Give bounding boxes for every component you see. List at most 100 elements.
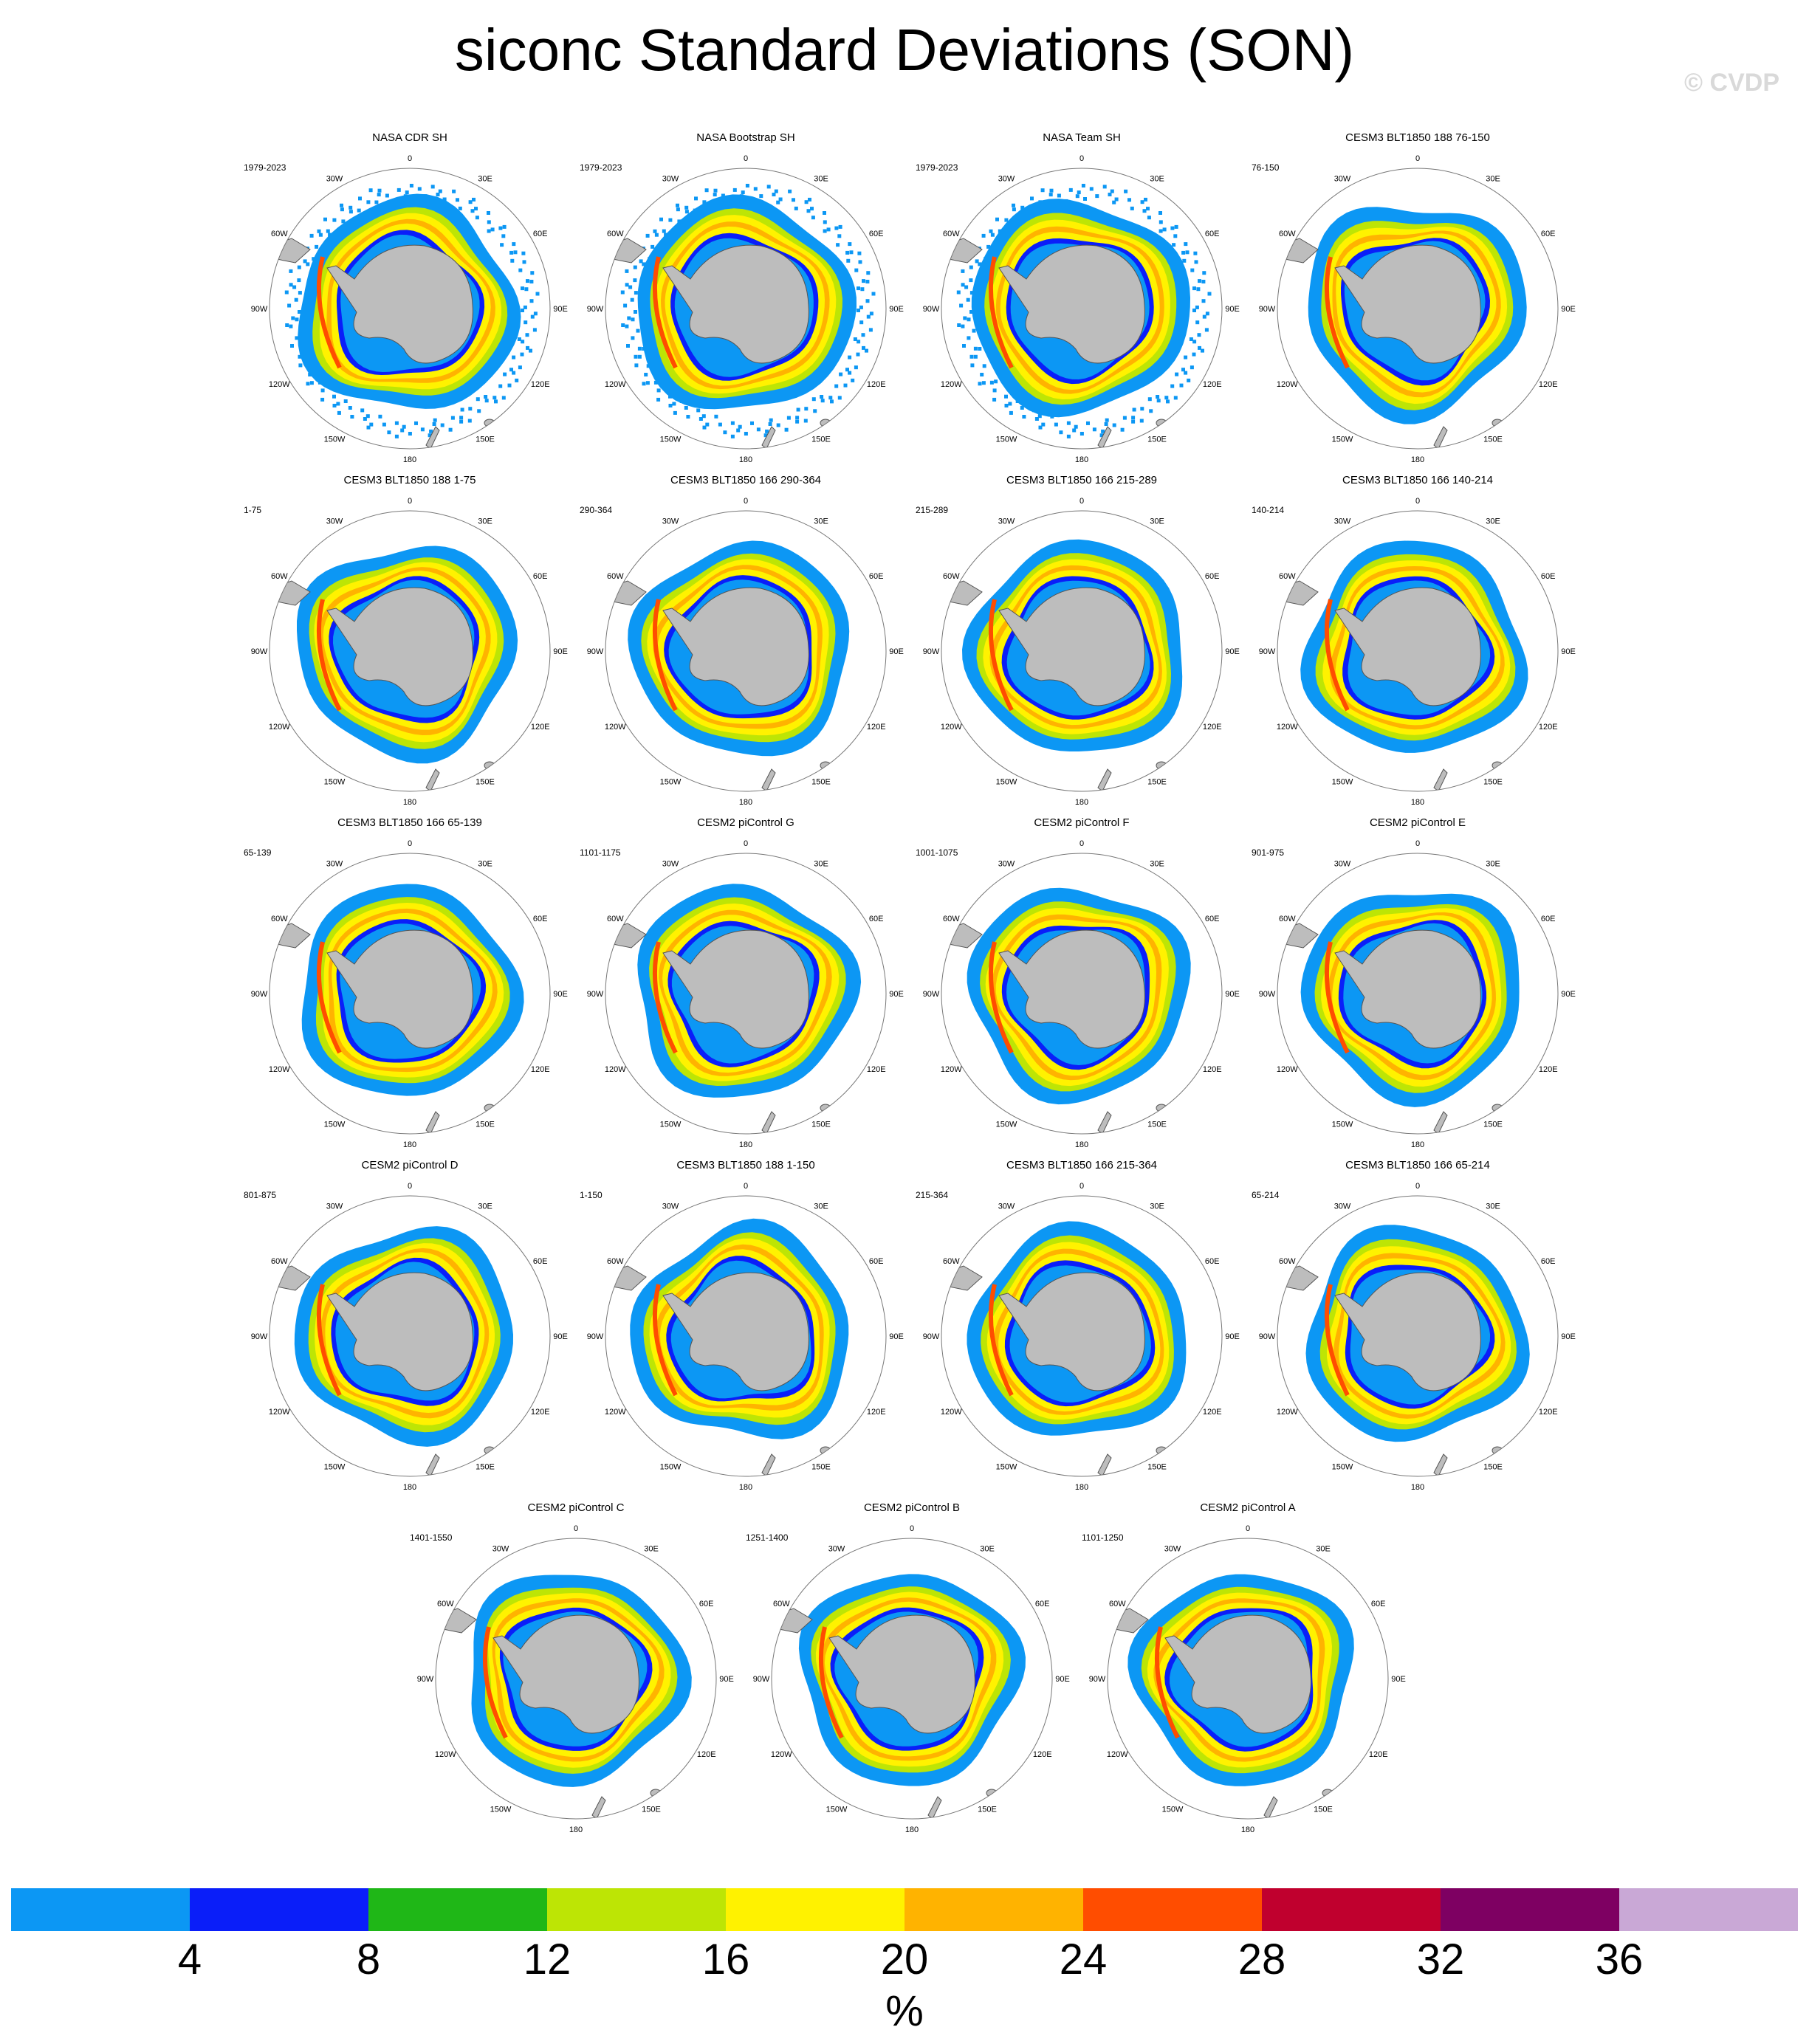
ice-speckle — [854, 268, 859, 272]
panel-period: 1101-1175 — [580, 847, 621, 858]
ice-speckle — [653, 380, 658, 385]
new-zealand-landmass — [425, 1111, 440, 1134]
longitude-tick-label: 60W — [271, 572, 288, 581]
colorbar-segment — [904, 1888, 1083, 1931]
high-std-streak — [316, 256, 342, 369]
sea-ice-std-field — [605, 884, 862, 1134]
antarctica-landmass — [492, 1614, 639, 1734]
longitude-tick-label: 150W — [1332, 436, 1353, 444]
colorbar-tick-label: 16 — [701, 1935, 750, 1983]
ice-speckle — [978, 347, 982, 351]
panel-title: NASA CDR SH — [372, 131, 447, 144]
ice-speckle — [385, 193, 389, 198]
ice-speckle — [366, 425, 371, 430]
ice-speckle — [645, 233, 650, 238]
ice-speckle — [468, 200, 473, 204]
antarctica-landmass — [828, 1614, 975, 1734]
new-zealand-landmass — [425, 768, 440, 791]
ice-speckle — [1120, 427, 1125, 432]
ice-speckle — [1079, 432, 1084, 436]
ice-speckle — [308, 373, 312, 376]
map-boundary-circle — [941, 168, 1223, 450]
ice-speckle — [343, 399, 348, 403]
longitude-tick-label: 150W — [1162, 1806, 1184, 1814]
ice-speckle — [1012, 203, 1015, 207]
ice-speckle — [1173, 396, 1178, 400]
ice-speckle — [1099, 433, 1104, 438]
antarctica-landmass — [326, 587, 473, 706]
ice-speckle — [529, 299, 534, 303]
tasmania-landmass — [986, 1789, 998, 1797]
panel-title: CESM3 BLT1850 166 65-139 — [337, 816, 482, 829]
tasmania-landmass — [484, 761, 495, 770]
polar-stereographic-map: 0 30E 60E 90E 120E 150E 180 150W 120W 90W 60W 30W — [1089, 1524, 1406, 1834]
longitude-tick-label: 90E — [553, 1332, 568, 1341]
longitude-tick-label: 120E — [1539, 1408, 1558, 1417]
ice-speckle — [858, 260, 862, 264]
longitude-tick-label: 60W — [943, 915, 960, 923]
longitude-tick-label: 120E — [867, 723, 886, 732]
colorbar-tick-label: 12 — [523, 1935, 571, 1983]
ice-speckle — [524, 320, 528, 325]
map-panel: CESM3 BLT1850 166 215-289 215-289 0 30E 60E 9… — [916, 474, 1248, 813]
south-america-landmass — [941, 1265, 983, 1291]
longitude-tick-label: 30E — [1150, 517, 1164, 526]
ice-speckle — [377, 193, 381, 197]
ice-speckle — [294, 297, 298, 302]
ice-speckle — [494, 399, 498, 404]
ice-speckle — [1131, 416, 1136, 420]
ice-speckle — [634, 291, 638, 295]
high-std-streak — [652, 599, 678, 712]
ice-speckle — [823, 220, 827, 224]
ice-speckle — [981, 381, 986, 385]
longitude-tick-label: 180 — [1075, 1483, 1088, 1492]
longitude-tick-label: 150W — [1332, 1463, 1353, 1472]
ice-speckle — [786, 416, 791, 420]
longitude-tick-label: 150E — [1147, 1121, 1167, 1129]
panel-period: 1251-1400 — [746, 1532, 789, 1543]
ice-speckle — [1195, 320, 1200, 325]
map-boundary-circle — [941, 510, 1223, 792]
map-boundary-circle — [605, 168, 887, 450]
longitude-tick-label: 90W — [1259, 647, 1276, 656]
ice-speckle — [476, 397, 480, 402]
longitude-tick-label: 90E — [889, 990, 904, 999]
longitude-tick-label: 90W — [923, 305, 940, 314]
panel-period: 65-139 — [244, 847, 272, 858]
longitude-tick-label: 120W — [1277, 1065, 1298, 1074]
ice-speckle — [741, 190, 745, 195]
longitude-tick-label: 120W — [1277, 723, 1298, 732]
ice-speckle — [1034, 417, 1039, 421]
polar-stereographic-map: 0 30E 60E 90E 120E 150E 180 150W 120W 90W 60W 30W — [587, 1182, 904, 1492]
ice-speckle — [1144, 197, 1147, 202]
ice-speckle — [523, 305, 527, 309]
sea-ice-std-field — [270, 884, 524, 1134]
ice-speckle — [529, 348, 532, 353]
ice-speckle — [315, 244, 319, 249]
sea-ice-std-field — [605, 1218, 849, 1476]
map-panel: NASA CDR SH 1979-2023 0 30E 60E 90E 120E 150E 18… — [244, 131, 576, 471]
longitude-tick-label: 90W — [251, 647, 268, 656]
colorbar-tick-label: 4 — [177, 1935, 202, 1983]
map-panel: CESM3 BLT1850 166 215-364 215-364 0 30E 60E 9… — [916, 1159, 1248, 1498]
ice-speckle — [676, 203, 679, 207]
ice-speckle — [1112, 200, 1116, 204]
ice-speckle — [1108, 193, 1112, 196]
longitude-tick-label: 120W — [269, 723, 290, 732]
sea-ice-std-field — [941, 539, 1183, 791]
ice-speckle — [637, 346, 642, 351]
map-boundary-circle — [269, 510, 551, 792]
longitude-tick-label: 150W — [996, 1121, 1017, 1129]
panel-title: CESM2 piControl C — [527, 1501, 625, 1514]
longitude-tick-label: 30E — [814, 859, 828, 868]
antarctica-landmass — [662, 1272, 809, 1391]
ice-speckle — [634, 310, 637, 314]
polar-stereographic-map: 0 30E 60E 90E 120E 150E 180 150W 120W 90W 60W 30W — [923, 154, 1240, 464]
longitude-tick-label: 0 — [574, 1524, 578, 1533]
ice-speckle — [851, 378, 855, 382]
panel-period: 1101-1250 — [1082, 1532, 1124, 1543]
ice-speckle — [1192, 286, 1196, 291]
high-std-streak — [652, 941, 678, 1054]
ice-speckle — [378, 414, 382, 419]
longitude-tick-label: 150E — [1483, 1463, 1503, 1472]
